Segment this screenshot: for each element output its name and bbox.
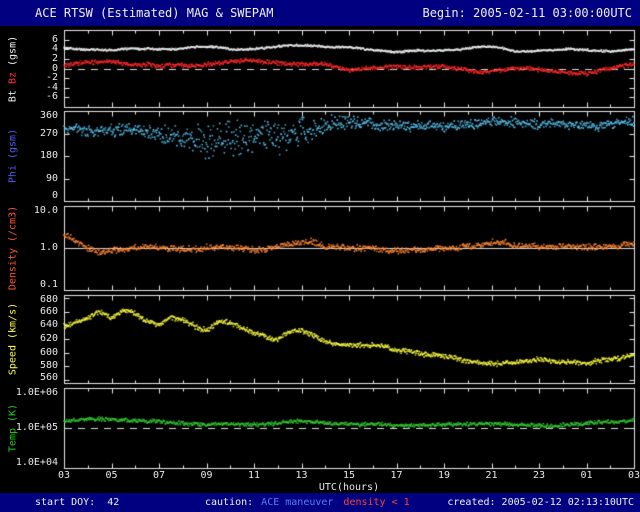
header-bar: ACE RTSW (Estimated) MAG & SWEPAM Begin:… xyxy=(0,0,640,26)
caution-density: density < 1 xyxy=(343,497,410,508)
y-tick-label: -2 xyxy=(45,72,58,84)
x-tick-label: 21 xyxy=(485,470,498,481)
created-timestamp: created: 2005-02-12 02:13:10UTC xyxy=(447,497,634,508)
x-tick-label: 13 xyxy=(295,470,308,481)
caution-maneuver: ACE maneuver xyxy=(261,497,334,508)
x-tick-label: 03 xyxy=(57,470,71,481)
y-tick-label: 560 xyxy=(39,372,58,383)
panel-ylabel-temp: Temp (K) xyxy=(8,404,19,452)
y-tick-label: 660 xyxy=(39,305,58,317)
begin-timestamp: Begin: 2005-02-11 03:00:00UTC xyxy=(422,6,632,20)
y-tick-label: 640 xyxy=(39,319,58,331)
y-tick-label: 0 xyxy=(51,190,58,201)
x-tick-label: 01 xyxy=(580,470,593,481)
y-tick-label: 0.1 xyxy=(39,279,58,290)
x-tick-label: 11 xyxy=(247,470,261,481)
panel-ylabel-part: (gsm) xyxy=(7,35,19,72)
x-tick-label: 19 xyxy=(437,470,451,481)
x-tick-label: 09 xyxy=(200,470,213,481)
x-tick-label: 15 xyxy=(342,470,356,481)
y-tick-label: 4 xyxy=(51,43,58,55)
panel-ylabel-phi: Phi (gsm) xyxy=(8,129,19,183)
panel-ylabel-part: Density (/cm3) xyxy=(7,205,19,291)
x-tick-label: 23 xyxy=(532,470,546,481)
y-tick-label: 1.0 xyxy=(39,242,58,253)
caution-label: caution: xyxy=(205,497,254,508)
panel-ylabel-part: Bt xyxy=(7,83,19,102)
y-tick-label: 6 xyxy=(51,33,58,45)
y-tick-label: 10.0 xyxy=(33,205,58,216)
x-tick-label: 03 xyxy=(627,470,640,481)
y-tick-label: 0 xyxy=(51,62,58,74)
panel-ylabel-part: Temp (K) xyxy=(7,403,19,453)
start-doy: start DOY: 42 xyxy=(35,497,120,508)
caution-note: caution: ACE maneuver density < 1 xyxy=(205,493,410,512)
x-tick-label: 07 xyxy=(152,470,166,481)
footer-bar: start DOY: 42 caution: ACE maneuver densit… xyxy=(0,493,640,512)
y-tick-label: 2 xyxy=(51,52,58,64)
panel-ylabel-part: Bz xyxy=(7,71,19,84)
x-tick-label: 17 xyxy=(390,470,403,481)
panel-ylabel-speed: Speed (km/s) xyxy=(8,303,19,375)
x-axis-title: UTC(hours) xyxy=(318,482,380,493)
y-tick-label: 180 xyxy=(39,150,58,161)
y-tick-label: 680 xyxy=(39,294,58,305)
y-tick-label: 270 xyxy=(39,127,58,139)
y-tick-label: -6 xyxy=(45,91,58,103)
panel-ylabel-mag: Bt Bz (gsm) xyxy=(8,35,19,101)
panel-ylabel-density: Density (/cm3) xyxy=(8,206,19,290)
y-tick-label: 600 xyxy=(39,346,58,358)
y-tick-label: 1.0E+05 xyxy=(15,422,58,433)
x-tick-label: 05 xyxy=(105,470,118,481)
y-tick-label: 1.0E+06 xyxy=(15,387,58,398)
y-tick-label: 360 xyxy=(39,110,58,121)
page-title: ACE RTSW (Estimated) MAG & SWEPAM xyxy=(35,6,274,20)
y-tick-label: -4 xyxy=(45,81,58,93)
y-tick-label: 580 xyxy=(39,360,58,372)
panel-ylabel-part: Speed (km/s) xyxy=(7,302,19,376)
panel-ylabel-part: Phi (gsm) xyxy=(7,128,19,184)
y-tick-label: 620 xyxy=(39,333,58,344)
y-tick-label: 1.0E+04 xyxy=(15,457,58,468)
y-tick-label: 90 xyxy=(45,172,58,184)
